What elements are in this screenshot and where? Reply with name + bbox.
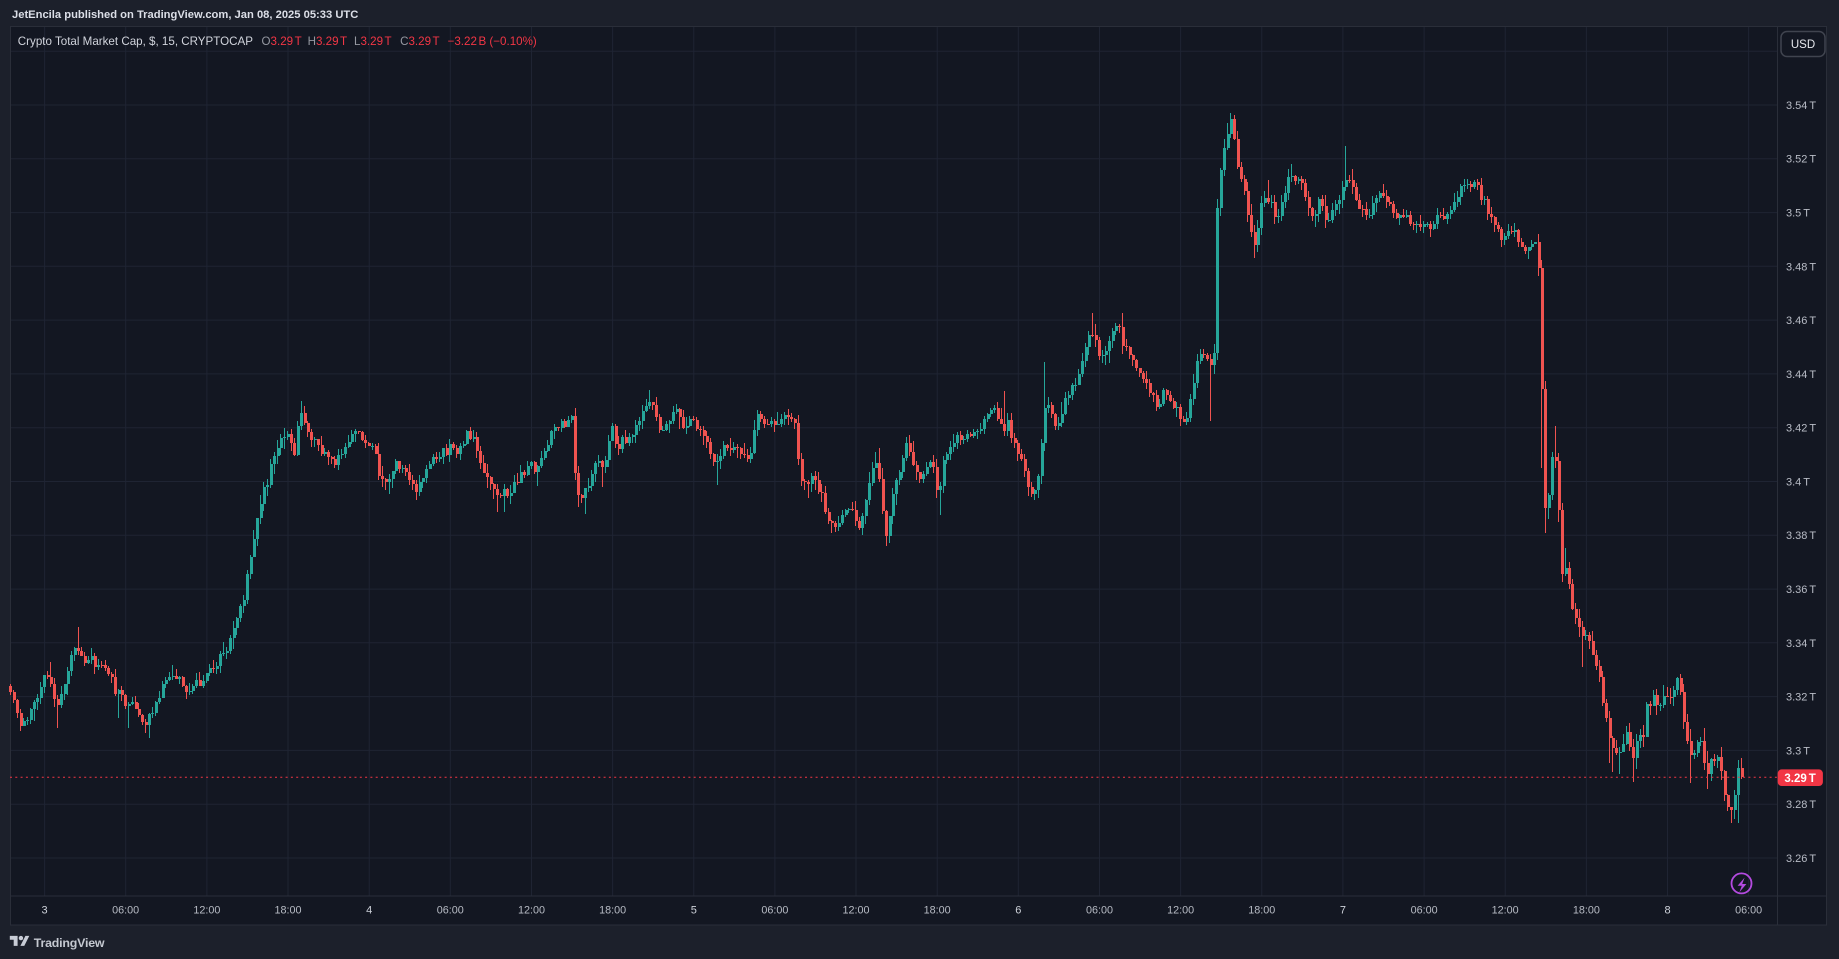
svg-text:06:00: 06:00: [1086, 904, 1113, 916]
svg-text:06:00: 06:00: [1735, 904, 1762, 916]
svg-text:4: 4: [366, 904, 372, 916]
svg-text:3.32T: 3.32 T: [1786, 692, 1816, 704]
svg-text:3.44T: 3.44 T: [1786, 369, 1816, 381]
svg-text:L3.29T: L3.29 T: [354, 35, 392, 48]
svg-text:C3.29T: C3.29 T: [400, 35, 440, 48]
svg-text:3.38T: 3.38 T: [1786, 530, 1816, 542]
svg-text:H3.29T: H3.29 T: [308, 35, 348, 48]
svg-text:3.3T: 3.3 T: [1786, 745, 1810, 757]
svg-text:06:00: 06:00: [437, 904, 464, 916]
svg-text:3.34T: 3.34 T: [1786, 638, 1816, 650]
svg-text:3.29T: 3.29 T: [1784, 773, 1815, 785]
svg-text:12:00: 12:00: [518, 904, 545, 916]
svg-text:TradingView: TradingView: [34, 936, 105, 950]
svg-text:JetEncila published on Trading: JetEncila published on TradingView.com, …: [12, 9, 358, 21]
svg-text:3.5T: 3.5 T: [1786, 208, 1810, 220]
svg-text:3.54T: 3.54 T: [1786, 100, 1816, 112]
svg-text:12:00: 12:00: [1492, 904, 1519, 916]
svg-text:18:00: 18:00: [924, 904, 951, 916]
svg-text:3.52T: 3.52 T: [1786, 154, 1816, 166]
svg-text:5: 5: [691, 904, 697, 916]
svg-text:06:00: 06:00: [1411, 904, 1438, 916]
svg-text:18:00: 18:00: [599, 904, 626, 916]
svg-text:3.28T: 3.28 T: [1786, 799, 1816, 811]
svg-text:12:00: 12:00: [842, 904, 869, 916]
svg-text:12:00: 12:00: [1167, 904, 1194, 916]
svg-text:7: 7: [1340, 904, 1346, 916]
svg-text:12:00: 12:00: [193, 904, 220, 916]
svg-text:06:00: 06:00: [112, 904, 139, 916]
svg-text:3.26T: 3.26 T: [1786, 853, 1816, 865]
svg-text:18:00: 18:00: [274, 904, 301, 916]
svg-text:3.48T: 3.48 T: [1786, 261, 1816, 273]
svg-text:USD: USD: [1791, 39, 1815, 51]
svg-text:06:00: 06:00: [761, 904, 788, 916]
svg-text:3.4T: 3.4 T: [1786, 476, 1810, 488]
svg-text:3: 3: [42, 904, 48, 916]
svg-text:O3.29T: O3.29 T: [262, 35, 302, 48]
svg-text:3.36T: 3.36 T: [1786, 584, 1816, 596]
svg-text:−3.22B (−0.10%): −3.22 B (−0.10%): [448, 35, 537, 48]
svg-text:3.42T: 3.42 T: [1786, 423, 1816, 435]
svg-text:Crypto Total Market Cap, $, 15: Crypto Total Market Cap, $, 15, CRYPTOCA…: [18, 35, 253, 48]
svg-text:8: 8: [1664, 904, 1670, 916]
svg-text:18:00: 18:00: [1573, 904, 1600, 916]
svg-text:6: 6: [1015, 904, 1021, 916]
svg-text:18:00: 18:00: [1248, 904, 1275, 916]
svg-text:3.46T: 3.46 T: [1786, 315, 1816, 327]
